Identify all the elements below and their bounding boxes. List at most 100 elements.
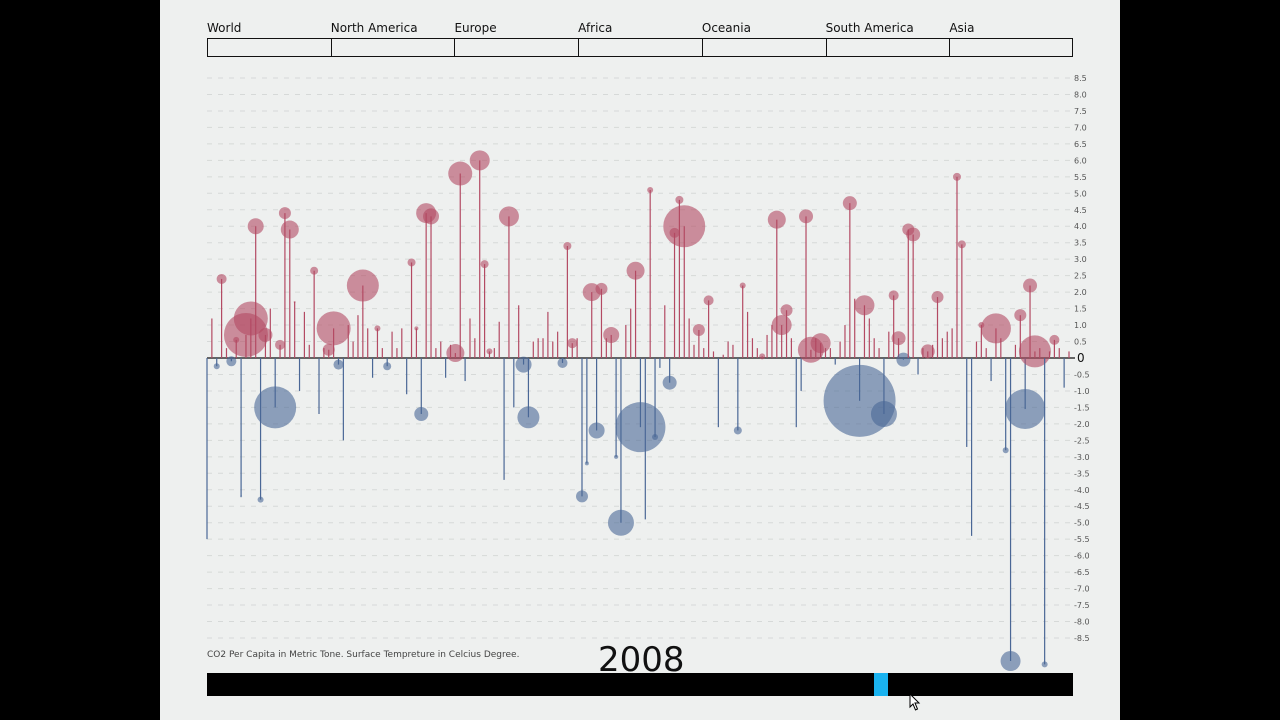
y-tick-label: 2.5 <box>1074 272 1087 281</box>
positive-bubble <box>595 282 608 295</box>
tab-box[interactable] <box>454 38 579 57</box>
negative-bubble <box>1002 447 1009 454</box>
tab-box[interactable] <box>578 38 702 57</box>
positive-bubble <box>906 227 921 242</box>
negative-bubble <box>1005 389 1046 430</box>
y-tick-label: -5.0 <box>1074 519 1090 528</box>
negative-bubble <box>1000 651 1021 672</box>
y-tick-label: -6.5 <box>1074 568 1090 577</box>
positive-bubble <box>275 339 286 350</box>
negative-bubble <box>414 406 429 421</box>
positive-bubble <box>771 315 792 336</box>
positive-bubble <box>374 325 381 332</box>
visualization-stage: 8.5 8.0 7.5 7.0 6.5 6.0 5.5 5.0 4.5 4.0 3.5 3.0 2.5 2… <box>160 0 1120 720</box>
positive-bubble <box>1018 335 1051 368</box>
positive-bubble <box>407 258 416 267</box>
y-tick-label: 8.5 <box>1074 74 1087 83</box>
positive-bubble <box>799 209 814 224</box>
positive-bubble <box>316 311 351 346</box>
negative-bubble <box>517 406 540 429</box>
negative-bubble <box>515 356 532 373</box>
negative-bubble <box>588 422 605 439</box>
tab-label: Oceania <box>701 21 751 35</box>
y-tick-label: 3.5 <box>1074 239 1087 248</box>
positive-bubble <box>414 326 419 331</box>
negative-bubble <box>575 490 588 503</box>
positive-bubble <box>322 343 335 356</box>
y-tick-label: -4.5 <box>1074 502 1090 511</box>
positive-bubble <box>280 220 299 239</box>
y-tick-label: 8.0 <box>1074 90 1087 99</box>
tab-label: South America <box>825 21 914 35</box>
positive-bubble <box>233 301 268 336</box>
positive-bubble <box>842 196 857 211</box>
positive-bubble <box>888 290 899 301</box>
positive-bubble <box>931 291 944 304</box>
negative-bubble <box>584 461 589 466</box>
positive-bubble <box>448 161 473 186</box>
tab-world[interactable]: World <box>207 21 331 57</box>
tab-box[interactable] <box>701 38 826 57</box>
positive-bubble <box>854 295 875 316</box>
tab-label: Africa <box>578 21 613 35</box>
positive-bubble <box>486 348 493 355</box>
y-tick-label: -8.0 <box>1074 618 1090 627</box>
y-tick-label: -1.5 <box>1074 403 1090 412</box>
tab-asia[interactable]: Asia <box>949 21 1074 57</box>
negative-bubble <box>254 386 297 429</box>
tab-africa[interactable]: Africa <box>578 21 702 57</box>
positive-bubble <box>920 344 935 359</box>
tab-box[interactable] <box>949 38 1074 57</box>
negative-bubble <box>213 363 220 370</box>
negative-bubble <box>1041 661 1048 668</box>
positive-bubble <box>423 208 440 225</box>
tab-europe[interactable]: Europe <box>454 21 579 57</box>
positive-bubble <box>563 242 572 251</box>
positive-bubble <box>278 207 291 220</box>
negative-bubble <box>652 434 659 441</box>
tab-label: World <box>207 21 242 35</box>
tab-north-america[interactable]: North America <box>330 21 455 57</box>
tab-label: North America <box>330 21 418 35</box>
y-tick-label: 0.5 <box>1074 338 1087 347</box>
positive-bubble <box>759 353 766 360</box>
positive-bubble <box>647 187 654 194</box>
positive-bubble <box>480 260 489 269</box>
tab-box[interactable] <box>330 38 455 57</box>
y-tick-label: 1.0 <box>1074 321 1087 330</box>
y-tick-label: -7.5 <box>1074 601 1090 610</box>
positive-bubble <box>258 327 273 342</box>
positive-bubble <box>980 313 1011 344</box>
y-tick-label: 3.0 <box>1074 255 1087 264</box>
positive-bubble <box>469 150 490 171</box>
y-tick-label: 4.5 <box>1074 206 1087 215</box>
positive-bubble <box>216 273 227 284</box>
positive-bubble <box>626 261 645 280</box>
tab-oceania[interactable]: Oceania <box>701 21 826 57</box>
y-tick-label: 6.5 <box>1074 140 1087 149</box>
chart-marks <box>206 150 1070 672</box>
y-axis-ticks: 8.5 8.0 7.5 7.0 6.5 6.0 5.5 5.0 4.5 4.0 3.5 3.0 2.5 2… <box>1074 74 1090 643</box>
negative-bubble <box>240 495 243 498</box>
tab-label: Europe <box>454 21 497 35</box>
y-tick-label: -4.0 <box>1074 486 1090 495</box>
negative-bubble <box>257 496 264 503</box>
negative-bubble <box>733 426 742 435</box>
positive-bubble <box>810 333 831 354</box>
y-tick-label: -3.0 <box>1074 453 1090 462</box>
positive-bubble <box>891 331 906 346</box>
y-tick-label: -0.5 <box>1074 370 1090 379</box>
year-slider[interactable] <box>207 673 1073 696</box>
tab-box[interactable] <box>207 38 331 57</box>
tab-box[interactable] <box>825 38 950 57</box>
y-tick-label: 7.5 <box>1074 107 1087 116</box>
y-tick-label: 1.5 <box>1074 305 1087 314</box>
y-tick-label: -5.5 <box>1074 535 1090 544</box>
year-slider-handle[interactable] <box>874 673 889 696</box>
positive-bubble <box>780 304 793 317</box>
positive-bubble <box>567 338 578 349</box>
positive-bubble <box>1014 309 1027 322</box>
positive-bubble <box>247 218 264 235</box>
tab-south-america[interactable]: South America <box>825 21 950 57</box>
positive-bubble <box>1049 334 1060 345</box>
